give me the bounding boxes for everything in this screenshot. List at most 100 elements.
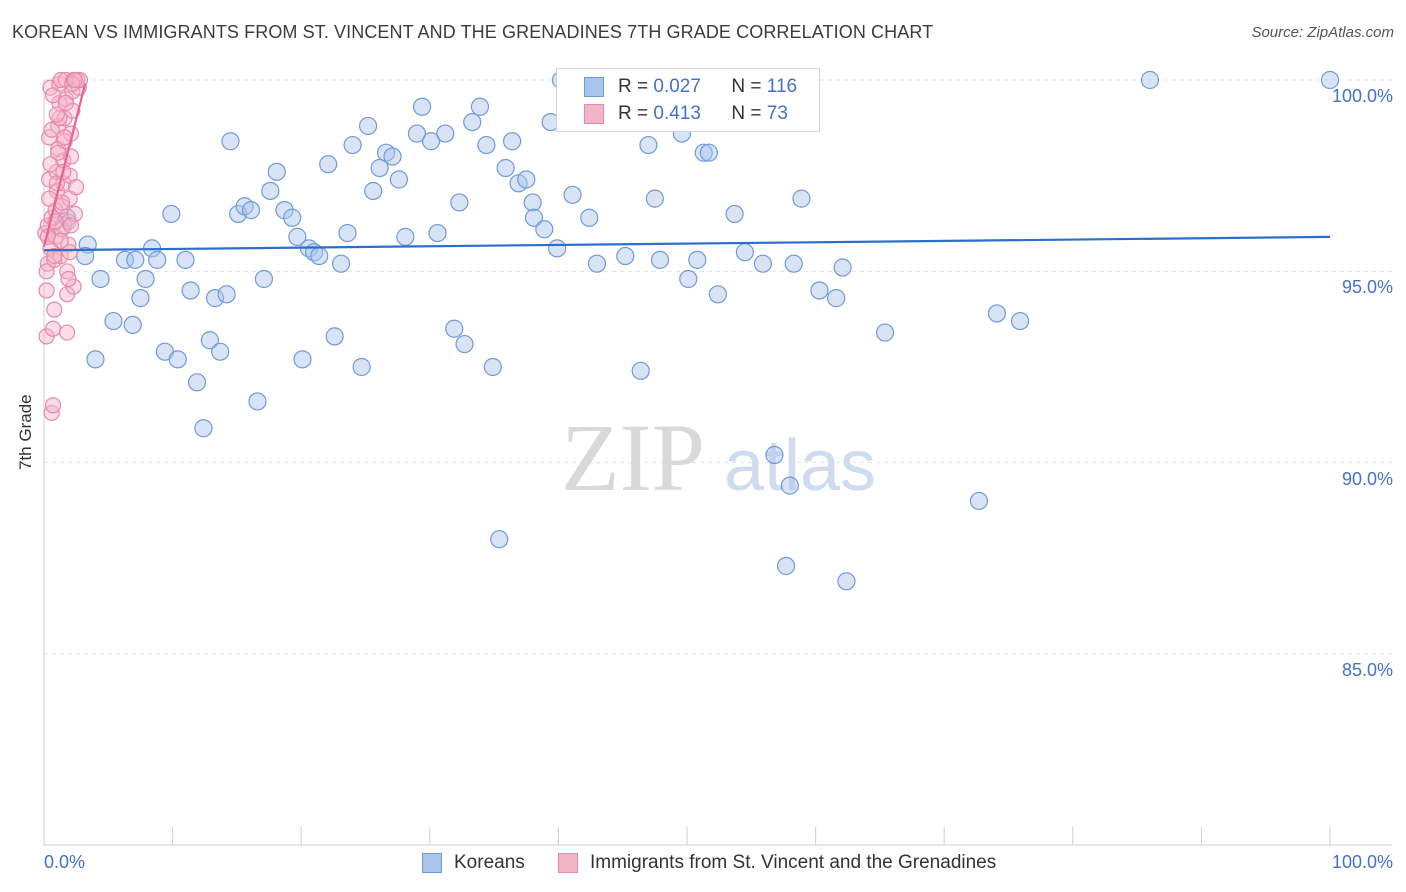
- axes: [43, 80, 1392, 846]
- data-point: [61, 244, 78, 261]
- data-point: [115, 250, 135, 269]
- data-point: [221, 132, 240, 151]
- grid-lines: [44, 79, 1392, 655]
- data-point: [60, 270, 77, 288]
- data-point: [969, 491, 989, 511]
- data-point: [38, 263, 55, 280]
- data-point: [780, 476, 799, 495]
- data-point: [52, 232, 69, 249]
- data-point: [310, 246, 329, 266]
- x-tick-label-max: 100.0%: [1331, 852, 1393, 872]
- data-point: [563, 185, 582, 204]
- data-point: [784, 254, 803, 273]
- data-point: [104, 311, 123, 331]
- data-point: [254, 269, 274, 289]
- data-point: [535, 220, 554, 239]
- data-point: [50, 144, 67, 161]
- data-point: [412, 97, 432, 116]
- data-point: [470, 97, 490, 116]
- data-point: [445, 319, 464, 338]
- koreans-r-value: 0.027: [653, 76, 701, 97]
- data-point: [338, 223, 357, 243]
- data-point: [123, 315, 142, 335]
- data-point: [1320, 70, 1340, 90]
- koreans-n-value: 116: [766, 76, 798, 97]
- data-point: [370, 158, 389, 178]
- trend-lines: [42, 83, 1331, 252]
- data-point: [261, 181, 280, 201]
- n-label: N =: [731, 103, 762, 124]
- svg-swatch: [584, 104, 604, 124]
- data-point: [436, 124, 455, 143]
- data-point: [833, 258, 852, 277]
- chart-title: KOREAN VS IMMIGRANTS FROM ST. VINCENT AN…: [12, 22, 934, 42]
- data-point: [753, 254, 772, 273]
- data-point: [358, 116, 378, 136]
- x-tick-label-min: 0.0%: [44, 852, 86, 872]
- data-point: [875, 323, 895, 342]
- data-point: [364, 181, 383, 201]
- data-point: [383, 147, 402, 166]
- data-point: [44, 320, 62, 337]
- trend-line-koreans: [43, 235, 1331, 252]
- data-point: [162, 204, 181, 224]
- data-point: [616, 246, 635, 266]
- data-point: [792, 189, 811, 208]
- data-point: [450, 193, 469, 212]
- data-point: [631, 361, 650, 380]
- data-point: [483, 357, 502, 377]
- data-point: [496, 158, 515, 178]
- data-point: [679, 269, 698, 289]
- r-label: R =: [618, 76, 649, 97]
- data-point: [407, 124, 427, 143]
- data-point: [1140, 70, 1160, 90]
- data-point: [267, 162, 286, 181]
- data-point: [524, 208, 544, 227]
- trend-line-svg: [42, 83, 87, 247]
- data-point: [428, 223, 447, 243]
- data-point: [194, 419, 213, 438]
- data-point: [46, 247, 63, 265]
- legend-row-koreans: R = 0.027 N = 116: [557, 73, 797, 101]
- data-point: [187, 373, 207, 392]
- data-point: [765, 445, 784, 465]
- data-point: [205, 289, 225, 308]
- data-point: [325, 327, 344, 346]
- data-point: [396, 227, 415, 246]
- y-tick-label: 100.0%: [1331, 86, 1393, 106]
- watermark: ZIP atlas: [561, 404, 876, 511]
- data-point: [200, 331, 219, 350]
- y-tick-label: 95.0%: [1341, 277, 1393, 298]
- koreans-legend-swatch: [422, 853, 442, 873]
- data-point: [43, 121, 60, 138]
- watermark-atlas: atlas: [724, 426, 876, 506]
- data-point: [319, 155, 338, 174]
- data-point: [38, 282, 55, 299]
- data-point: [241, 201, 261, 220]
- watermark-zip: ZIP: [561, 404, 705, 511]
- data-point: [343, 135, 362, 155]
- data-point: [645, 189, 664, 208]
- data-point: [580, 208, 599, 227]
- data-point: [181, 281, 200, 300]
- koreans-swatch: [584, 77, 604, 97]
- svg-legend-swatch: [558, 853, 578, 873]
- data-point: [1010, 311, 1030, 331]
- data-point: [352, 357, 371, 377]
- data-point: [248, 392, 267, 411]
- svg-n-value: 73: [766, 103, 788, 124]
- data-point: [987, 304, 1007, 323]
- data-point: [275, 201, 294, 220]
- data-point: [62, 217, 80, 234]
- data-point: [66, 71, 83, 89]
- n-label: N =: [731, 76, 762, 97]
- series-svg-points: [37, 71, 89, 422]
- data-point: [288, 227, 307, 246]
- data-point: [283, 208, 302, 227]
- data-point: [708, 285, 727, 304]
- data-point: [694, 143, 713, 162]
- data-point: [211, 342, 230, 361]
- data-point: [699, 143, 718, 162]
- data-point: [463, 112, 482, 132]
